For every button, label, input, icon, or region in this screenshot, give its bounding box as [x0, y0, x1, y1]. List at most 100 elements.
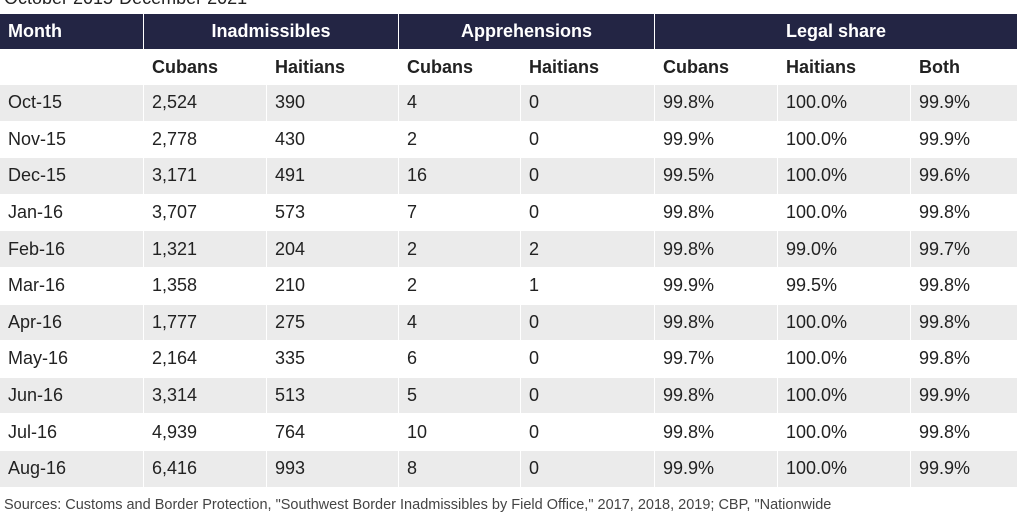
table-cell: 2,778 — [152, 128, 198, 149]
table-cell: 3,171 — [144, 158, 266, 194]
table-cell: 100.0% — [786, 128, 848, 149]
table-cell: 99.5% — [786, 275, 838, 296]
table-cell: 0 — [529, 348, 540, 369]
row-label: Jan-16 — [8, 202, 64, 223]
table-cell: 2 — [407, 128, 418, 149]
table-cell: 3,314 — [144, 377, 266, 414]
table-cell: 10 — [407, 421, 428, 442]
table-cell: 513 — [267, 377, 398, 414]
column-header: Haitians — [529, 56, 600, 77]
row-label: Jul-16 — [8, 421, 58, 442]
table-cell: 0 — [521, 451, 654, 487]
table-cell: 7 — [407, 202, 418, 223]
table-cell: 0 — [529, 128, 540, 149]
table-cell: 99.9% — [911, 451, 1017, 487]
table-cell: 1 — [529, 275, 540, 296]
table-cell: 4 — [399, 304, 520, 341]
table-cell: 2 — [399, 231, 520, 267]
table-cell: 99.5% — [655, 158, 777, 194]
table-cell: 100.0% — [786, 421, 848, 442]
table-cell: 99.9% — [919, 128, 971, 149]
row-label: Dec-15 — [0, 158, 143, 194]
table-cell: 99.9% — [655, 451, 777, 487]
source-note: Sources: Customs and Border Protection, … — [4, 497, 832, 513]
table-cell: 99.8% — [919, 202, 971, 223]
table-cell: 99.8% — [663, 202, 715, 223]
row-label: Oct-15 — [0, 85, 143, 121]
table-cell: 2 — [521, 231, 654, 267]
table-cell: 4 — [399, 85, 520, 121]
table-cell: 0 — [529, 421, 540, 442]
table-cell: 0 — [521, 377, 654, 414]
table-cell: 5 — [399, 377, 520, 414]
table-cell: 99.7% — [911, 231, 1017, 267]
table-cell: 100.0% — [786, 348, 848, 369]
table-cell: 573 — [275, 202, 306, 223]
table-cell: 99.8% — [655, 304, 777, 341]
table-cell: 0 — [529, 202, 540, 223]
table-cell: 764 — [275, 421, 306, 442]
column-header: Both — [919, 56, 960, 77]
column-header: Haitians — [275, 56, 346, 77]
row-label: Aug-16 — [0, 451, 143, 487]
table-cell: 4,939 — [152, 421, 198, 442]
table-cell: 275 — [267, 304, 398, 341]
table-cell: 99.8% — [911, 304, 1017, 341]
table-cell: 99.8% — [919, 348, 971, 369]
row-label: May-16 — [8, 348, 69, 369]
table-cell: 2,524 — [144, 85, 266, 121]
table-cell: 99.8% — [919, 421, 971, 442]
table-cell: 99.8% — [919, 275, 971, 296]
table-cell: 1,321 — [144, 231, 266, 267]
table-cell: 100.0% — [778, 304, 910, 341]
table-cell: 6 — [407, 348, 418, 369]
subtitle: October 2015-December 2021 — [4, 0, 247, 9]
column-header: Cubans — [407, 56, 474, 77]
table-cell: 100.0% — [778, 377, 910, 414]
table-cell: 491 — [267, 158, 398, 194]
table-cell: 99.9% — [663, 128, 715, 149]
row-label: Mar-16 — [8, 275, 66, 296]
group-header: Month — [0, 14, 143, 49]
table-cell: 100.0% — [778, 158, 910, 194]
table-cell: 99.8% — [655, 377, 777, 414]
table-cell: 99.8% — [663, 421, 715, 442]
table-cell: 210 — [275, 275, 306, 296]
table-cell: 100.0% — [786, 202, 848, 223]
table-cell: 2,164 — [152, 348, 198, 369]
table-cell: 335 — [275, 348, 306, 369]
table-cell: 204 — [267, 231, 398, 267]
column-header: Cubans — [152, 56, 219, 77]
table-cell: 100.0% — [778, 85, 910, 121]
table-cell: 99.0% — [778, 231, 910, 267]
table-cell: 6,416 — [144, 451, 266, 487]
table-cell: 0 — [521, 158, 654, 194]
row-label: Feb-16 — [0, 231, 143, 267]
group-header: Legal share — [655, 14, 1017, 49]
group-header: Apprehensions — [399, 14, 654, 49]
table-cell: 993 — [267, 451, 398, 487]
table-cell: 99.6% — [911, 158, 1017, 194]
row-label: Jun-16 — [0, 377, 143, 414]
row-label: Apr-16 — [0, 304, 143, 341]
table-cell: 8 — [399, 451, 520, 487]
table-cell: 99.8% — [655, 85, 777, 121]
table-cell: 100.0% — [778, 451, 910, 487]
table-cell: 99.9% — [911, 85, 1017, 121]
table-cell: 0 — [521, 85, 654, 121]
column-header: Cubans — [663, 56, 730, 77]
table-cell: 99.9% — [663, 275, 715, 296]
table-cell: 390 — [267, 85, 398, 121]
table-cell: 2 — [407, 275, 418, 296]
table-cell: 430 — [275, 128, 306, 149]
group-header: Inadmissibles — [144, 14, 398, 49]
table-cell: 0 — [521, 304, 654, 341]
table-cell: 1,358 — [152, 275, 198, 296]
table-cell: 99.8% — [655, 231, 777, 267]
table-cell: 16 — [399, 158, 520, 194]
row-label: Nov-15 — [8, 128, 67, 149]
table-cell: 1,777 — [144, 304, 266, 341]
table-cell: 3,707 — [152, 202, 198, 223]
table-cell: 99.7% — [663, 348, 715, 369]
